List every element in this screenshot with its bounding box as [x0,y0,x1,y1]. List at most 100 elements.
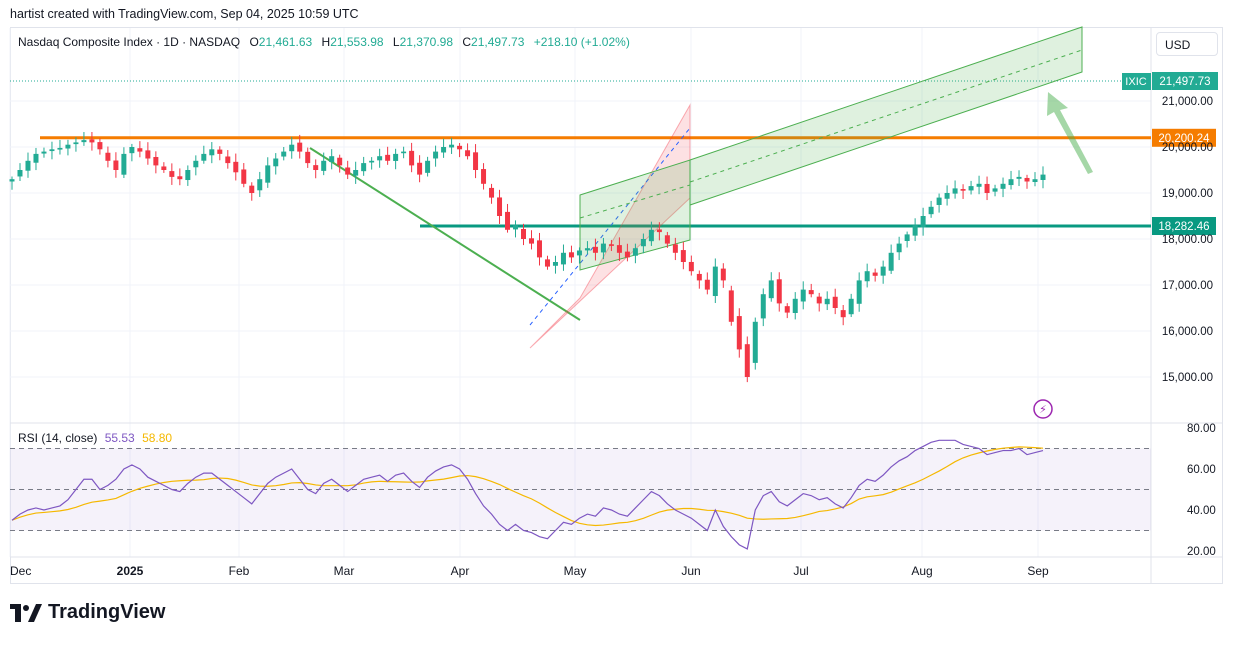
candle-body [736,316,742,350]
candle-body [1016,176,1022,179]
candle-body [297,142,303,152]
candle-body [321,160,327,171]
candle-body [760,294,766,319]
candle-body [1000,183,1006,189]
candle-body [640,239,646,247]
candle-body [576,250,582,256]
candle-body [992,188,998,192]
candle-body [313,165,319,170]
currency-selector[interactable]: USD [1156,32,1218,56]
price-tick-label: 20,000.00 [1162,142,1213,154]
candle-body [632,248,638,256]
candle-body [936,197,942,205]
time-axis-label: Feb [229,564,250,578]
candle-body [568,252,574,258]
candle-body [1024,177,1030,182]
rsi-tick-label: 40.00 [1187,505,1216,517]
candle-body [616,245,622,253]
descending-trendline [309,147,581,321]
time-axis-label: Aug [911,564,932,578]
candle-body [592,246,598,253]
low-label: L [392,35,400,49]
candle-body [17,170,23,177]
candle-body [912,225,918,236]
axes: 21,000.00 20,000.00 19,000.00 18,000.00 17,0… [10,96,1216,578]
lightning-icon-glyph: ⚡ [1039,403,1047,416]
rsi-line [11,439,1044,550]
candle-body [425,160,431,173]
candle-body [473,152,479,170]
candle-body [696,273,702,281]
candle-body [528,238,534,244]
rsi-legend: RSI (14, close) 55.53 58.80 [18,431,172,445]
green-channel-2 [689,26,1083,206]
candle-body [249,185,255,193]
candle-body [121,153,127,175]
close-label: C [462,35,472,49]
candle-body [944,193,950,199]
candle-body [57,147,63,150]
candle-body [856,280,862,304]
level-price-tag [1152,217,1216,236]
candle-body [824,298,830,305]
candle-body [113,160,119,170]
candle-body [800,289,806,302]
close-value: 21,497.73 [471,35,525,49]
candle-body [984,183,990,193]
rsi-value: 55.53 [104,431,135,445]
time-axis-label: 2025 [117,564,144,578]
candle-body [25,160,31,171]
candle-body [720,268,726,281]
candle-body [129,147,135,154]
candle-body [225,156,231,164]
candle-body [552,262,558,266]
candle-body [449,144,455,148]
candle-body [281,151,287,157]
candles [9,132,1046,383]
candle-body [385,154,391,161]
rsi-ma-line [11,446,1044,527]
candle-body [904,234,910,241]
candle-body [465,150,471,157]
candle-body [89,139,95,143]
candle-body [105,152,111,161]
candle-body [361,163,367,172]
candle-body [241,169,247,184]
candle-body [513,225,519,230]
rsi-tick-label: 60.00 [1187,464,1216,476]
candle-body [976,183,982,187]
candle-body [952,188,958,194]
time-axis-label: Apr [451,564,470,578]
rsi-ma-value: 58.80 [142,431,173,445]
green-channel-1 [579,159,691,271]
candle-body [784,306,790,313]
level-price-tag-label: 18,282.46 [1158,221,1209,233]
candle-body [73,142,79,145]
time-axis-label: Jun [681,564,700,578]
candle-body [968,186,974,191]
price-tick-label: 19,000.00 [1162,188,1213,200]
candle-body [744,344,750,377]
drawings: 20,200.24 18,282.46 IXIC 21,497.73 ⚡ [10,26,1218,419]
candle-body [65,144,71,149]
high-value: 21,553.98 [330,35,384,49]
open-label: O [249,35,259,49]
candle-body [1032,179,1038,183]
rsi-tick-label: 20.00 [1187,546,1216,558]
time-axis-label: Sep [1027,564,1049,578]
candle-body [848,298,854,315]
price-tick-label: 17,000.00 [1162,280,1213,292]
candle-body [672,244,678,253]
time-axis-label: Jul [793,564,808,578]
green-channel-2-midline [689,49,1083,183]
candle-body [872,272,878,276]
candle-body [704,279,710,290]
candle-body [864,271,870,282]
candle-body [337,157,343,166]
candle-body [505,211,511,230]
candle-body [345,167,351,175]
candle-body [832,296,838,308]
candle-body [536,240,542,258]
tradingview-logo[interactable]: TradingView [10,601,165,624]
